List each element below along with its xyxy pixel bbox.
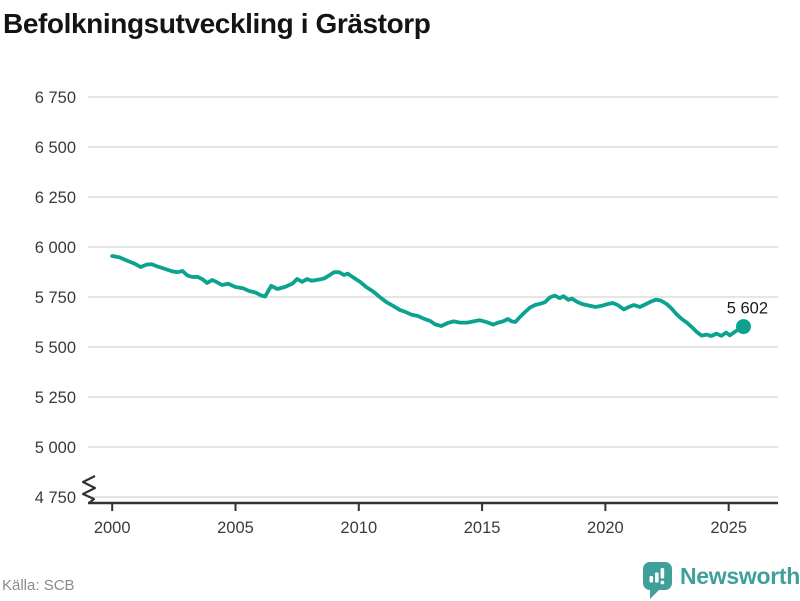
source-label: Källa: SCB (2, 577, 75, 594)
x-tick-label: 2000 (94, 519, 131, 537)
population-line (110, 254, 746, 338)
chart-title: Befolkningsutveckling i Grästorp (3, 8, 431, 39)
y-tick-label: 4 750 (35, 489, 76, 507)
axis-break-icon (81, 475, 97, 504)
y-tick-label: 6 500 (35, 139, 76, 157)
x-tick-label: 2020 (587, 519, 624, 537)
population-line-chart: 6 750 6 500 6 250 6 000 5 750 5 500 5 250 5 000… (35, 89, 778, 537)
y-tick-label: 6 000 (35, 239, 76, 257)
brand-name: Newsworthy (680, 563, 800, 589)
newsworthy-speech-bubble-chart-icon (643, 562, 672, 599)
y-tick-label: 6 750 (35, 89, 76, 107)
y-tick-label: 6 250 (35, 189, 76, 207)
x-tick-label: 2025 (710, 519, 747, 537)
y-tick-label: 5 250 (35, 389, 76, 407)
x-tick-label: 2015 (464, 519, 501, 537)
x-tick-label: 2010 (340, 519, 377, 537)
y-tick-label: 5 750 (35, 289, 76, 307)
y-tick-label: 5 000 (35, 439, 76, 457)
end-value-label: 5 602 (727, 300, 768, 318)
y-tick-label: 5 500 (35, 339, 76, 357)
newsworthy-logo: Newsworthy (642, 560, 800, 600)
x-tick-label: 2005 (217, 519, 254, 537)
end-point-dot (735, 319, 751, 335)
